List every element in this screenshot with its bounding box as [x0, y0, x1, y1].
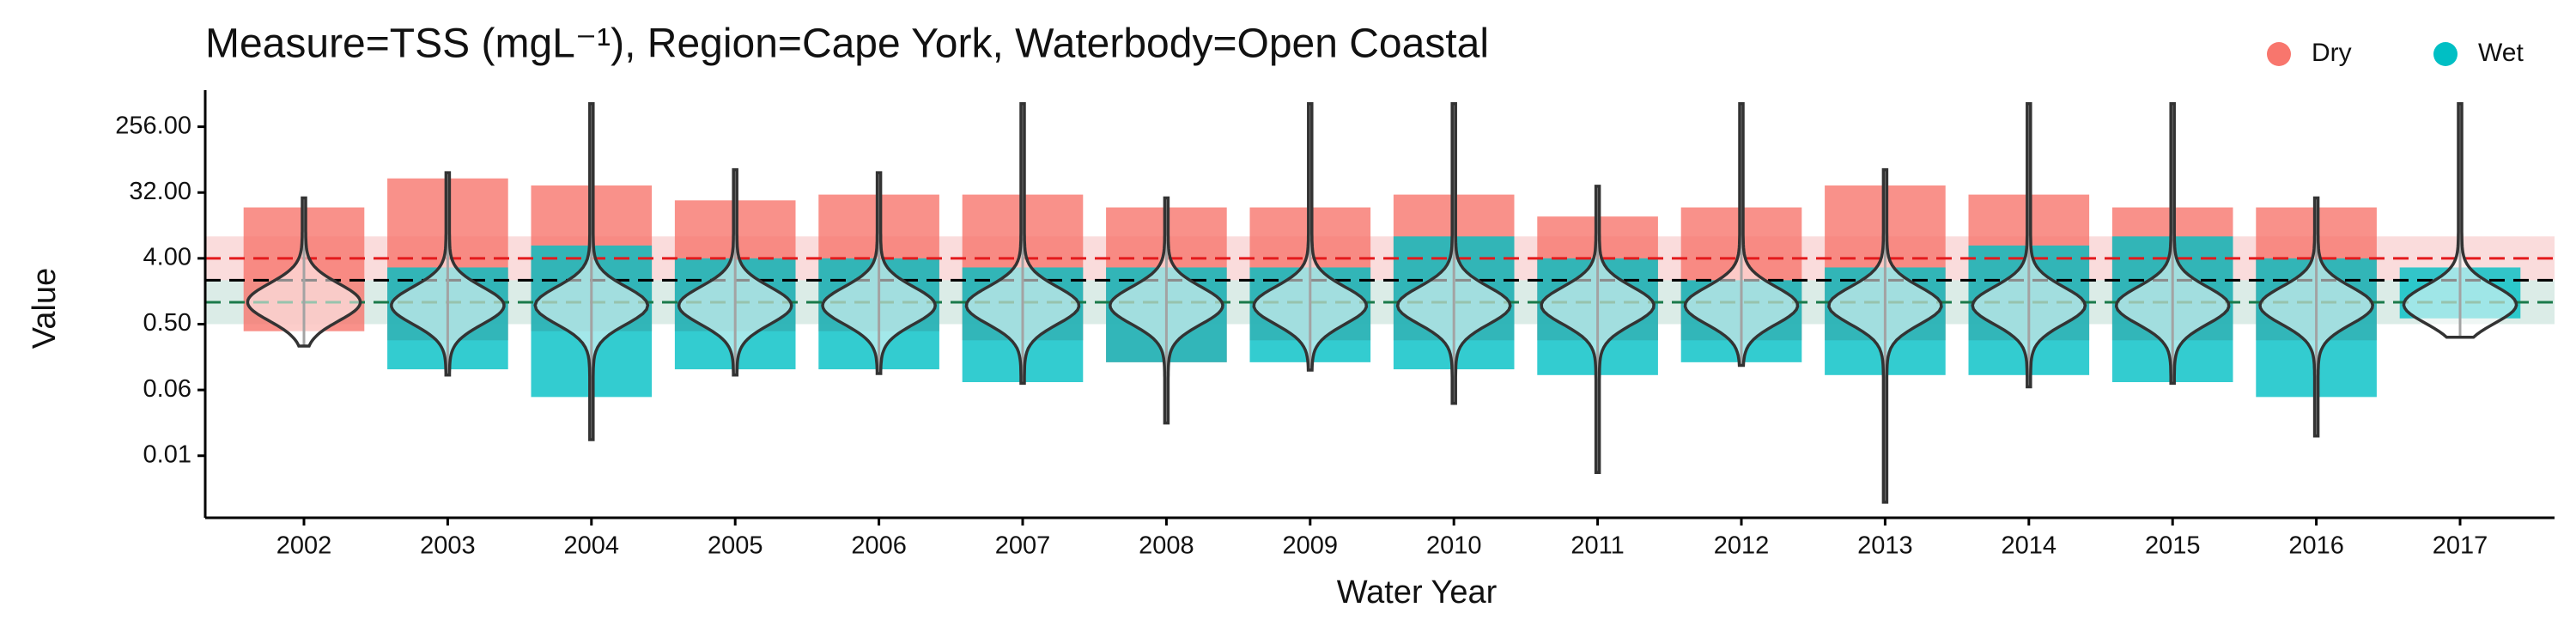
x-tick-label: 2011: [1571, 532, 1624, 560]
violin: [1827, 167, 1943, 504]
y-tick-label: 32.00: [129, 178, 191, 205]
x-tick-label: 2012: [1714, 532, 1770, 560]
violin: [390, 171, 506, 377]
y-tick-label: 4.00: [143, 244, 191, 271]
violin: [2258, 196, 2374, 438]
violin: [1109, 196, 1224, 425]
x-tick-label: 2016: [2288, 532, 2344, 560]
violin: [2402, 102, 2518, 339]
violin: [1683, 102, 1800, 368]
x-tick-label: 2015: [2145, 532, 2201, 560]
x-tick-label: 2007: [995, 532, 1051, 560]
x-tick-label: 2002: [276, 532, 332, 560]
x-tick-label: 2006: [851, 532, 907, 560]
legend-label: Wet: [2478, 39, 2524, 67]
violin: [1971, 102, 2087, 389]
y-tick-label: 256.00: [115, 112, 191, 139]
x-tick-label: 2008: [1139, 532, 1194, 560]
y-tick-label: 0.50: [143, 309, 191, 337]
violin: [821, 171, 937, 375]
y-tick-label: 0.06: [143, 375, 191, 403]
violin: [2114, 102, 2231, 386]
legend-swatch: [2267, 42, 2291, 66]
x-tick-label: 2017: [2433, 532, 2488, 560]
violin: [964, 102, 1081, 386]
y-axis-label: Value: [27, 268, 63, 349]
x-axis-label: Water Year: [1337, 574, 1498, 611]
x-tick-label: 2005: [708, 532, 763, 560]
legend-swatch: [2433, 42, 2458, 66]
x-tick-label: 2009: [1283, 532, 1339, 560]
x-tick-label: 2013: [1857, 532, 1913, 560]
violin: [1540, 185, 1656, 475]
x-tick-label: 2003: [420, 532, 476, 560]
violin: [677, 167, 793, 377]
x-tick-label: 2010: [1426, 532, 1482, 560]
x-tick-label: 2004: [564, 532, 620, 560]
violin: [246, 196, 362, 348]
x-tick-label: 2014: [2002, 532, 2057, 560]
y-tick-label: 0.01: [143, 440, 191, 468]
violin: [1395, 102, 1512, 405]
violin: [533, 102, 650, 441]
chart-title: Measure=TSS (mgL⁻¹), Region=Cape York, W…: [205, 21, 1489, 67]
violin: [1252, 102, 1369, 372]
legend-label: Dry: [2312, 39, 2352, 67]
